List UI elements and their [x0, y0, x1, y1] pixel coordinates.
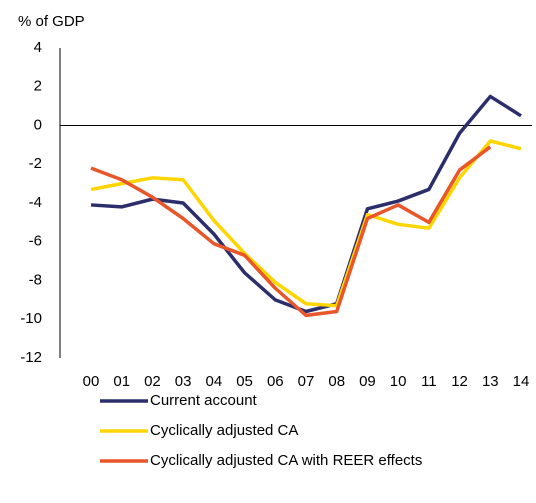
- x-tick-label: 01: [113, 373, 130, 390]
- x-tick-label: 14: [513, 373, 530, 390]
- x-tick-label: 00: [83, 373, 100, 390]
- x-tick-label: 13: [482, 373, 499, 390]
- x-tick-label: 05: [236, 373, 253, 390]
- y-tick-label: -12: [20, 349, 42, 366]
- x-tick-label: 12: [451, 373, 468, 390]
- series-line: [90, 139, 522, 308]
- x-tick-label: 08: [328, 373, 345, 390]
- x-tick-label: 11: [421, 373, 437, 390]
- y-tick-label: -4: [29, 194, 42, 211]
- legend-label: Cyclically adjusted CA with REER effects: [150, 452, 422, 469]
- y-tick-label: -2: [29, 155, 42, 172]
- x-tick-label: 02: [144, 373, 161, 390]
- x-tick-label: 04: [206, 373, 223, 390]
- x-tick-label: 06: [267, 373, 284, 390]
- x-tick-label: 10: [390, 373, 407, 390]
- x-tick-label: 09: [359, 373, 376, 390]
- legend-label: Current account: [150, 392, 258, 409]
- x-tick-label: 03: [175, 373, 192, 390]
- series-line: [90, 94, 522, 314]
- y-tick-label: 4: [34, 39, 42, 56]
- y-tick-label: -8: [29, 271, 42, 288]
- legend-label: Cyclically adjusted CA: [150, 422, 298, 439]
- y-tick-label: -10: [20, 310, 42, 327]
- x-tick-label: 07: [298, 373, 315, 390]
- y-tick-label: -6: [29, 233, 42, 250]
- y-tick-label: 0: [34, 116, 42, 133]
- series-line: [90, 145, 492, 318]
- y-tick-label: 2: [34, 78, 42, 95]
- y-axis-label: % of GDP: [18, 13, 85, 30]
